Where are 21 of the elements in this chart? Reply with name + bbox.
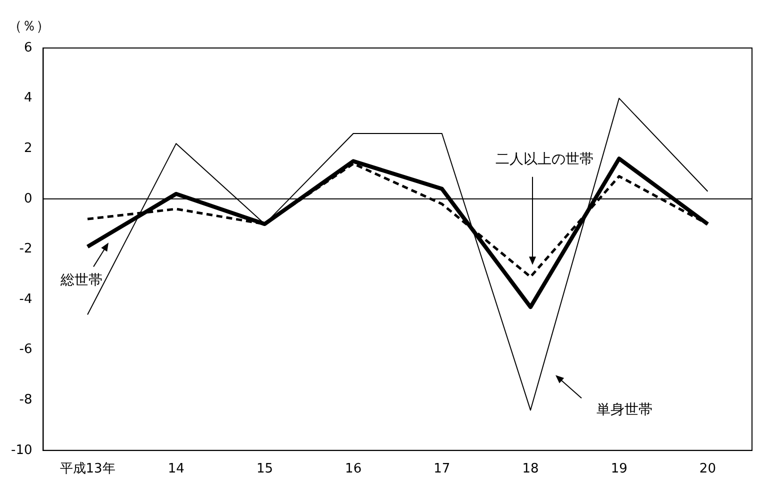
x-tick-label: 17: [434, 462, 450, 477]
x-tick-label: 15: [256, 462, 273, 477]
y-tick-label: -10: [11, 442, 32, 458]
x-tick-label: 16: [345, 462, 362, 477]
annotation: 総世帯: [60, 272, 103, 288]
y-tick-label: -6: [19, 342, 32, 358]
y-tick-label: 2: [24, 140, 32, 156]
y-tick-label: 6: [24, 40, 32, 56]
x-tick-label: 19: [610, 462, 628, 477]
y-tick-label: 4: [24, 90, 32, 106]
y-axis-title: （％）: [8, 18, 50, 35]
x-tick-label: 14: [168, 462, 184, 477]
annotation: 単身世帯: [596, 402, 653, 418]
y-tick-label: -4: [19, 292, 32, 307]
y-tick-label: 0: [24, 191, 32, 206]
x-tick-label: 18: [522, 462, 539, 477]
y-tick-label: -2: [19, 242, 32, 257]
x-tick-label: 平成13年: [60, 462, 116, 477]
y-tick-label: -8: [19, 392, 32, 408]
annotation: 二人以上の世帯: [496, 152, 594, 168]
x-tick-label: 20: [699, 462, 716, 477]
